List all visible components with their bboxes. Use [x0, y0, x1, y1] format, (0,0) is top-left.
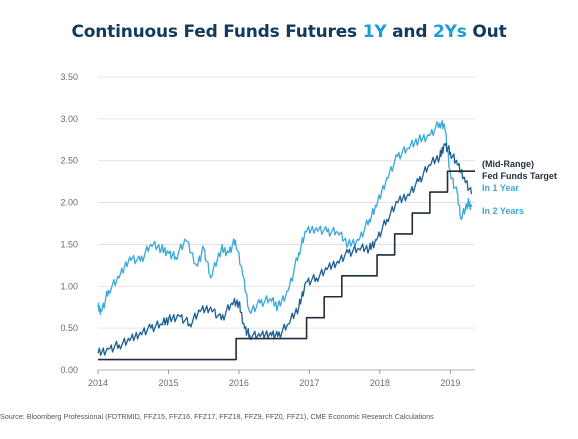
- one-year-line: [97, 142, 473, 356]
- x-tick-label: 2018: [370, 378, 390, 388]
- title-prefix: Continuous Fed Funds Futures: [71, 22, 363, 42]
- series-lines: [97, 119, 475, 361]
- x-axis-ticks: 2014 2015 2016 2017 2018 2019: [88, 370, 460, 388]
- title-middle: and: [386, 22, 434, 42]
- two-year-line: [97, 119, 473, 315]
- legend: (Mid-Range) Fed Funds Target In 1 Year I…: [482, 159, 557, 216]
- y-tick-label: 0.50: [60, 323, 78, 333]
- x-tick-label: 2016: [229, 378, 249, 388]
- x-tick-label: 2017: [299, 378, 319, 388]
- y-tick-label: 3.50: [60, 72, 78, 82]
- legend-target-line2: Fed Funds Target: [482, 171, 557, 181]
- target-step-line: [98, 170, 475, 361]
- legend-one-year: In 1 Year: [482, 183, 519, 193]
- y-tick-label: 3.00: [60, 114, 78, 124]
- x-tick-label: 2014: [88, 378, 108, 388]
- y-tick-label: 1.00: [60, 281, 78, 291]
- title-suffix: Out: [466, 22, 507, 42]
- x-tick-label: 2015: [158, 378, 178, 388]
- y-tick-label: 0.00: [60, 365, 78, 375]
- legend-target-line1: (Mid-Range): [482, 159, 534, 169]
- y-axis-ticks: 0.00 0.50 1.00 1.50 2.00 2.50 3.00 3.50: [60, 72, 78, 375]
- title-highlight-2ys: 2Ys: [433, 22, 467, 42]
- chart-title: Continuous Fed Funds Futures 1Y and 2Ys …: [0, 22, 578, 42]
- y-tick-label: 2.50: [60, 156, 78, 166]
- y-tick-label: 1.50: [60, 239, 78, 249]
- title-highlight-1y: 1Y: [362, 22, 387, 42]
- x-tick-label: 2019: [440, 378, 460, 388]
- source-note: Source: Bloomberg Professional (FDTRMID,…: [0, 412, 434, 421]
- y-tick-label: 2.00: [60, 198, 78, 208]
- legend-two-years: In 2 Years: [482, 206, 524, 216]
